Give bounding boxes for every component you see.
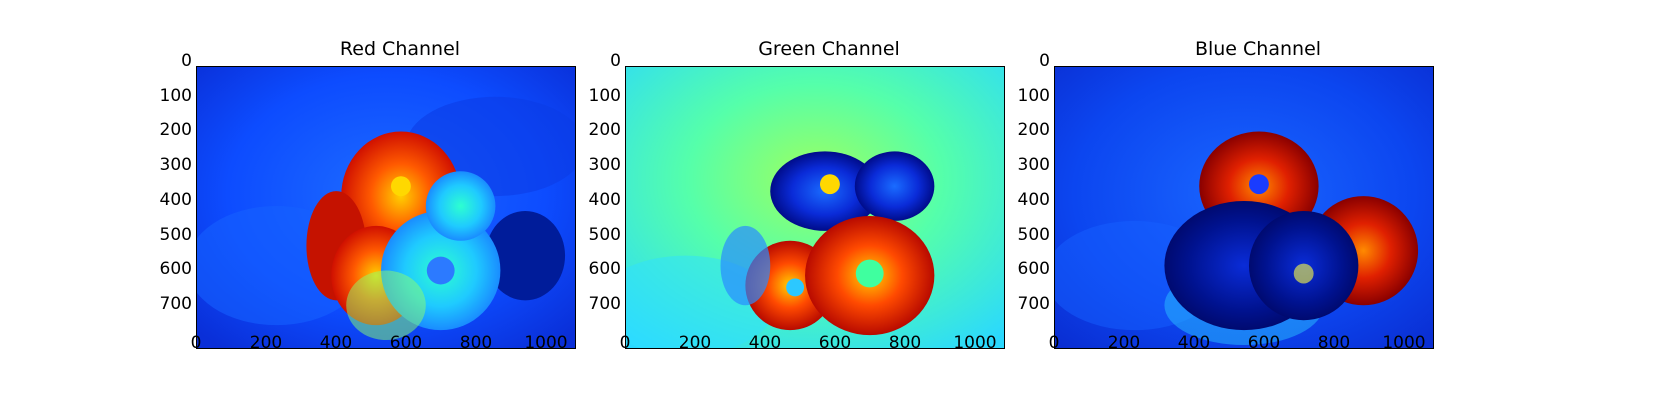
y-tick-label: 400 bbox=[1017, 190, 1050, 210]
x-tick-label: 600 bbox=[389, 333, 423, 353]
x-tick-label: 0 bbox=[1048, 333, 1060, 353]
x-tick-label: 400 bbox=[748, 333, 782, 353]
blue-channel-heatmap bbox=[1055, 67, 1433, 348]
y-tick-label: 700 bbox=[588, 294, 621, 314]
y-tick-label: 200 bbox=[588, 120, 621, 140]
y-tick-label: 600 bbox=[588, 259, 621, 279]
green-channel-heatmap bbox=[626, 67, 1004, 348]
x-tick-label: 400 bbox=[1177, 333, 1211, 353]
x-tick-label: 200 bbox=[1107, 333, 1141, 353]
y-tick-label: 100 bbox=[159, 86, 192, 106]
panel-green-channel: Green Channel bbox=[589, 0, 1059, 416]
y-tick-label: 600 bbox=[159, 259, 192, 279]
y-tick-label: 500 bbox=[159, 225, 192, 245]
y-tick-label: 100 bbox=[588, 86, 621, 106]
green-channel-image bbox=[625, 66, 1005, 349]
y-tick-label: 400 bbox=[588, 190, 621, 210]
panel-title: Red Channel bbox=[339, 38, 461, 60]
panel-blue-channel: Blue Channel bbox=[1018, 0, 1488, 416]
panel-red-channel: Red Channel bbox=[160, 0, 630, 416]
panel-title: Green Channel bbox=[758, 38, 900, 60]
panel-title: Blue Channel bbox=[1194, 38, 1322, 60]
y-tick-label: 700 bbox=[159, 294, 192, 314]
y-tick-label: 700 bbox=[1017, 294, 1050, 314]
x-tick-label: 200 bbox=[678, 333, 712, 353]
y-tick-label: 0 bbox=[1039, 51, 1050, 71]
y-tick-label: 500 bbox=[1017, 225, 1050, 245]
x-tick-label: 1000 bbox=[1382, 333, 1426, 353]
y-tick-label: 300 bbox=[159, 155, 192, 175]
x-tick-label: 1000 bbox=[953, 333, 997, 353]
x-tick-label: 800 bbox=[1317, 333, 1351, 353]
y-tick-label: 200 bbox=[1017, 120, 1050, 140]
red-channel-heatmap bbox=[197, 67, 575, 348]
y-tick-label: 400 bbox=[159, 190, 192, 210]
y-tick-label: 600 bbox=[1017, 259, 1050, 279]
x-tick-label: 600 bbox=[1247, 333, 1281, 353]
x-tick-label: 800 bbox=[459, 333, 493, 353]
y-tick-label: 300 bbox=[1017, 155, 1050, 175]
y-tick-label: 0 bbox=[181, 51, 192, 71]
blue-channel-image bbox=[1054, 66, 1434, 349]
x-tick-label: 400 bbox=[319, 333, 353, 353]
x-tick-label: 0 bbox=[190, 333, 202, 353]
x-tick-label: 0 bbox=[619, 333, 631, 353]
red-channel-image bbox=[196, 66, 576, 349]
y-tick-label: 0 bbox=[610, 51, 621, 71]
x-tick-label: 600 bbox=[818, 333, 852, 353]
y-tick-label: 100 bbox=[1017, 86, 1050, 106]
y-tick-label: 200 bbox=[159, 120, 192, 140]
y-tick-label: 300 bbox=[588, 155, 621, 175]
x-tick-label: 800 bbox=[888, 333, 922, 353]
x-tick-label: 200 bbox=[249, 333, 283, 353]
y-tick-label: 500 bbox=[588, 225, 621, 245]
x-tick-label: 1000 bbox=[524, 333, 568, 353]
